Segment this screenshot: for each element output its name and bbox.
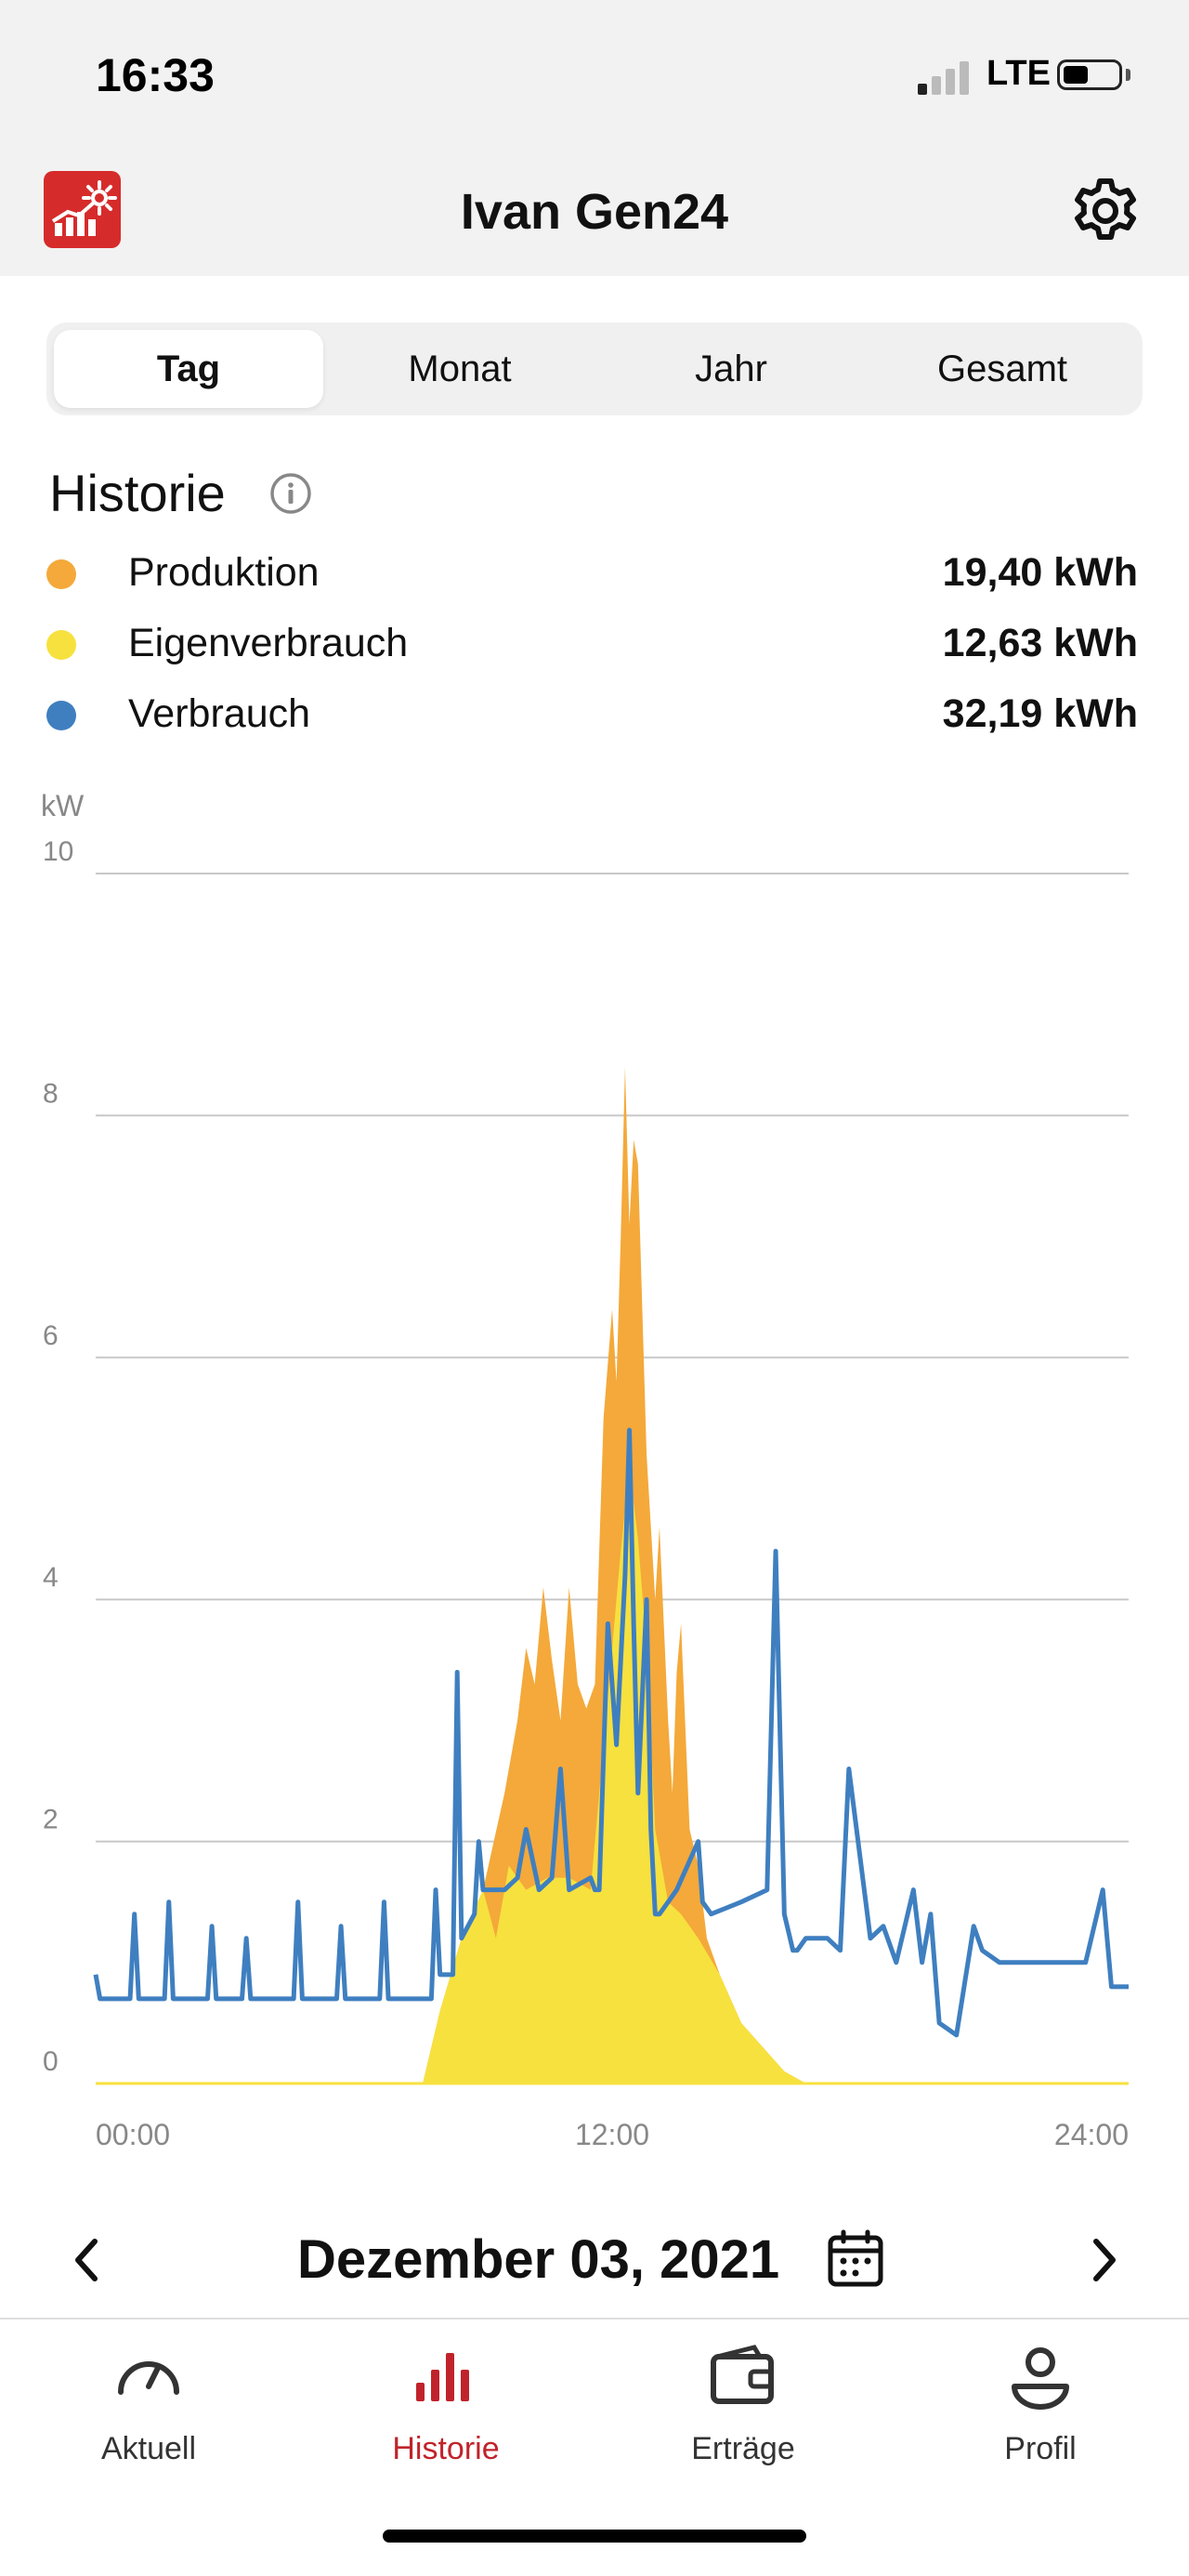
y-tick-label: 0: [43, 2046, 59, 2077]
period-selector: Tag Monat Jahr Gesamt: [46, 322, 1143, 415]
nav-tab-aktuell[interactable]: Aktuell: [0, 2338, 297, 2477]
history-chart: kW 0 2 4 6 8 10 00:00 12:00 24:00: [41, 789, 1129, 2151]
date-label[interactable]: Dezember 03, 2021: [297, 2229, 780, 2290]
battery-nub: [1126, 69, 1130, 81]
legend-value: 12,63 kWh: [942, 621, 1138, 665]
tab-gesamt[interactable]: Gesamt: [936, 348, 1068, 389]
battery-icon: [1057, 59, 1122, 90]
nav-label: Profil: [1004, 2431, 1077, 2466]
legend-item-verbrauch: Verbrauch 32,19 kWh: [46, 688, 1143, 743]
x-tick-label: 24:00: [1054, 2118, 1129, 2151]
profile-icon: [1012, 2347, 1069, 2410]
next-day-chevron-icon[interactable]: [1076, 2232, 1131, 2288]
wallet-icon: [711, 2345, 774, 2404]
legend-label: Eigenverbrauch: [128, 621, 409, 665]
network-type: LTE: [986, 54, 1051, 93]
status-time: 16:33: [96, 49, 215, 101]
area-eigenverbrauch: [96, 1465, 1129, 2083]
tab-monat[interactable]: Monat: [408, 348, 512, 389]
legend-label: Verbrauch: [128, 691, 311, 736]
y-tick-label: 10: [43, 836, 73, 867]
nav-tab-profil[interactable]: Profil: [892, 2338, 1189, 2477]
x-tick-label: 12:00: [575, 2118, 649, 2151]
info-icon[interactable]: [269, 472, 312, 515]
y-tick-label: 4: [43, 1562, 59, 1593]
nav-label: Aktuell: [100, 2431, 197, 2466]
status-bar: 16:33 LTE: [0, 0, 1189, 153]
home-indicator: [383, 2530, 806, 2543]
tab-jahr[interactable]: Jahr: [695, 348, 767, 389]
y-axis-unit-label: kW: [41, 789, 85, 822]
history-title: Historie: [49, 464, 226, 522]
bar-chart-icon: [416, 2353, 469, 2401]
legend-item-eigenverbrauch: Eigenverbrauch 12,63 kWh: [46, 617, 1143, 673]
legend-dot-eigenverbrauch: [46, 630, 76, 660]
calendar-icon[interactable]: [825, 2228, 886, 2290]
y-tick-label: 8: [43, 1078, 59, 1109]
legend-dot-verbrauch: [46, 701, 76, 730]
legend-value: 19,40 kWh: [942, 550, 1138, 595]
previous-day-chevron-icon[interactable]: [59, 2232, 115, 2288]
date-navigator: Dezember 03, 2021: [0, 2212, 1189, 2305]
y-tick-label: 2: [43, 1805, 59, 1835]
app-header: Ivan Gen24: [0, 153, 1189, 276]
line-verbrauch: [93, 1427, 1129, 2038]
signal-strength-icon: [918, 58, 973, 95]
legend-item-produktion: Produktion 19,40 kWh: [46, 546, 1143, 602]
tab-tag[interactable]: Tag: [54, 330, 323, 408]
y-tick-label: 6: [43, 1321, 59, 1351]
nav-label: Historie: [392, 2431, 500, 2466]
app-title: Ivan Gen24: [460, 184, 729, 240]
gauge-icon: [118, 2361, 179, 2395]
nav-tab-historie[interactable]: Historie: [297, 2338, 594, 2477]
legend-label: Produktion: [128, 550, 320, 595]
x-tick-label: 00:00: [96, 2118, 170, 2151]
area-produktion: [96, 1067, 1129, 2083]
nav-tab-ertraege[interactable]: Erträge: [594, 2338, 892, 2477]
nav-label: Erträge: [691, 2431, 795, 2466]
legend-dot-produktion: [46, 559, 76, 589]
app-logo-icon: [44, 171, 121, 248]
settings-gear-icon[interactable]: [1068, 174, 1143, 248]
legend-value: 32,19 kWh: [942, 691, 1138, 736]
